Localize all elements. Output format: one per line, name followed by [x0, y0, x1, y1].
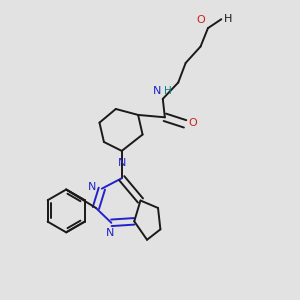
- Text: O: O: [197, 15, 206, 25]
- Text: H: H: [224, 14, 232, 24]
- Text: N: N: [88, 182, 97, 192]
- Text: N: N: [153, 86, 161, 96]
- Text: H: H: [164, 86, 172, 96]
- Text: N: N: [106, 228, 114, 238]
- Text: O: O: [188, 118, 197, 128]
- Text: N: N: [118, 158, 126, 168]
